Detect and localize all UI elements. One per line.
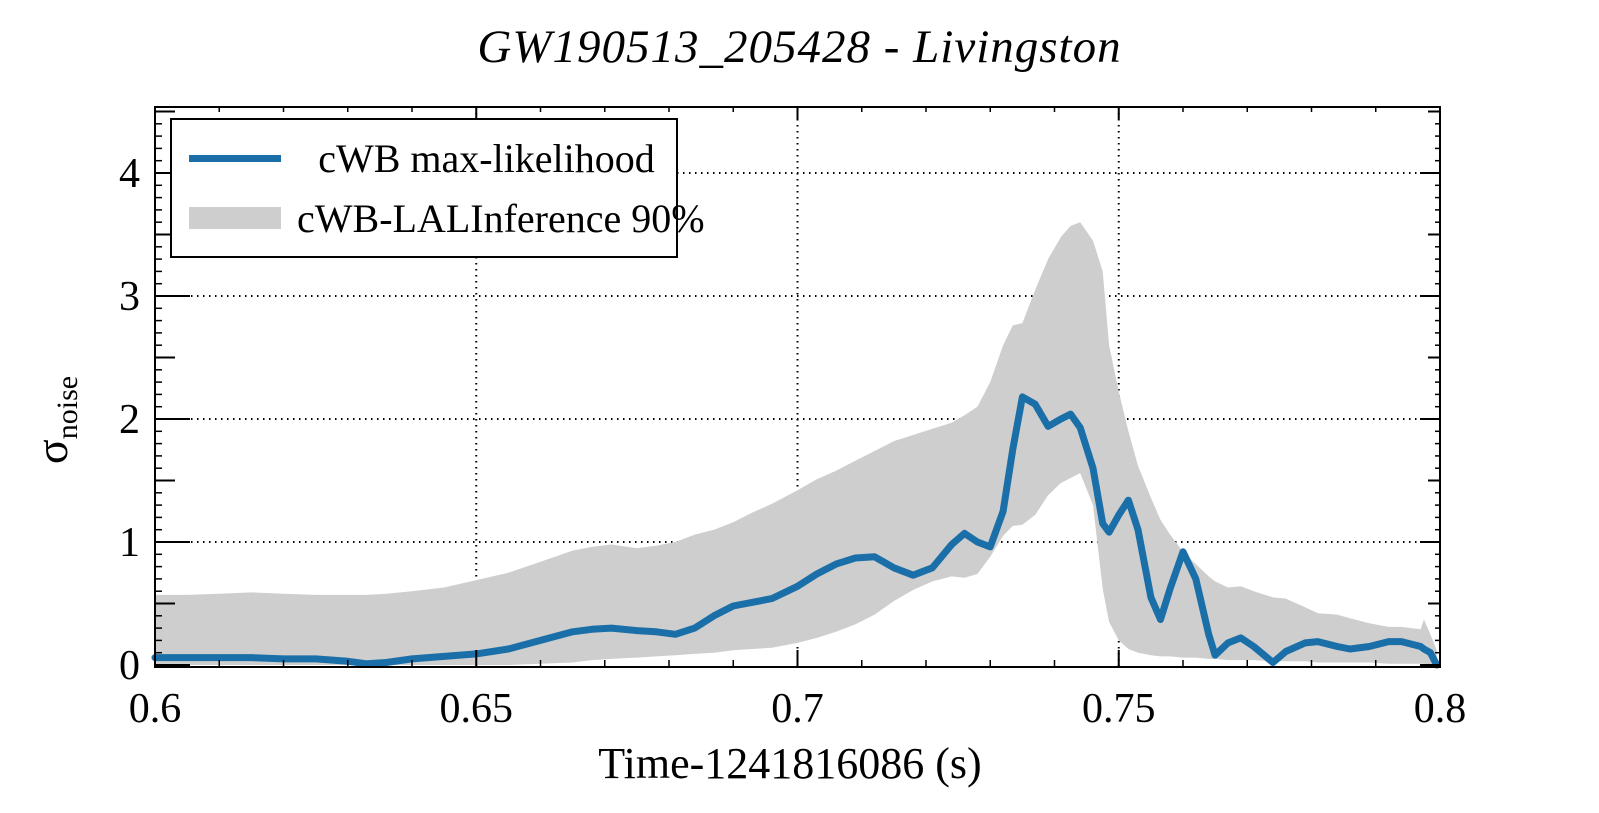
band-swatch — [188, 207, 281, 229]
legend-label-line: cWB max-likelihood — [318, 135, 655, 181]
legend-swatch-col — [172, 207, 297, 229]
legend: cWB max-likelihood cWB-LALInference 90% — [170, 118, 705, 258]
chart-title: GW190513_205428 - Livingston — [477, 21, 1122, 73]
y-tick-label: 1 — [119, 520, 140, 566]
max-likelihood-line — [151, 393, 1441, 669]
y-axis-symbol: σ — [25, 439, 77, 465]
y-tick-label: 2 — [119, 397, 140, 443]
x-tick-label: 0.65 — [440, 686, 514, 732]
legend-entry-band: cWB-LALInference 90% — [172, 188, 705, 248]
y-tick-label: 0 — [119, 643, 140, 689]
legend-label-band: cWB-LALInference 90% — [297, 195, 705, 241]
x-tick-label: 0.8 — [1414, 686, 1467, 732]
y-axis-subscript: noise — [51, 375, 85, 440]
confidence-band — [155, 222, 1437, 665]
legend-entry-line: cWB max-likelihood — [172, 128, 676, 188]
y-axis-title: σnoise — [25, 376, 85, 464]
x-tick-label: 0.75 — [1082, 686, 1156, 732]
y-tick-label: 4 — [119, 151, 140, 197]
x-tick-label: 0.7 — [771, 686, 824, 732]
line-swatch — [188, 154, 281, 162]
y-tick-label: 3 — [119, 274, 140, 320]
legend-swatch-col — [172, 154, 297, 162]
x-axis-title: Time-1241816086 (s) — [598, 739, 982, 788]
x-tick-label: 0.6 — [129, 686, 182, 732]
